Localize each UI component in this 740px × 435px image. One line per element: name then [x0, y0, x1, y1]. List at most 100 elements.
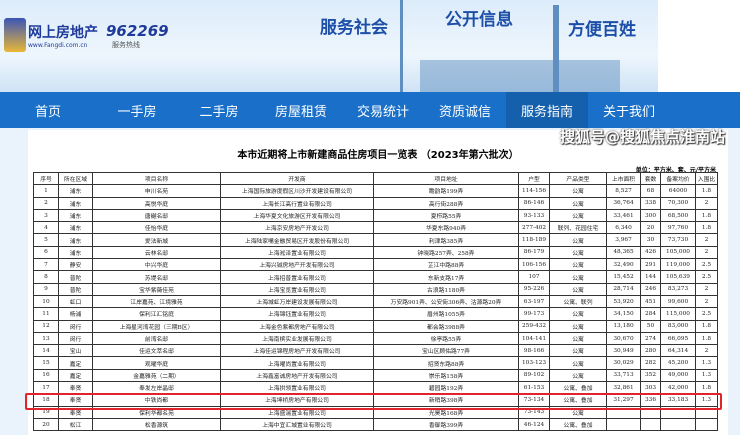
table-cell: 68,500 — [660, 208, 696, 223]
table-cell: 64,314 — [660, 344, 696, 358]
table-cell: 6 — [33, 245, 59, 260]
table-cell: 佳怡华庭 — [92, 221, 221, 235]
table-cell: 48,365 — [606, 245, 641, 260]
table-cell: 钟晓路257弄、258弄 — [373, 245, 519, 260]
logo-url: www.Fangdi.com.cn — [28, 42, 88, 49]
table-cell: 静安 — [58, 258, 93, 272]
nav-item[interactable]: 一手房 — [117, 104, 157, 120]
table-cell: 松江 — [58, 417, 93, 432]
logo-text[interactable]: 网上房地产 — [28, 25, 98, 41]
table-cell: 中兴华庭 — [92, 258, 221, 272]
nav-item[interactable]: 二手房 — [199, 104, 239, 120]
table-cell: 奉贤 — [58, 381, 93, 395]
table-cell: 公寓、联列 — [549, 294, 607, 309]
table-cell: 普陀 — [58, 282, 93, 296]
nav-item[interactable]: 服务指南 — [506, 92, 588, 128]
table-cell: 崇乐路158弄 — [373, 368, 519, 383]
table-cell: 上海中宜汇城置业有限公司 — [220, 417, 374, 432]
column-header: 项目地址 — [373, 171, 519, 186]
table-row: 14 宝山 佳运文萃名邸 上海佳运锦程房地产开发有限公司 宝山区顾佑路77弄 98-166… — [33, 344, 718, 358]
table-cell: 13,180 — [606, 319, 641, 333]
table-cell: 20 — [33, 417, 59, 432]
column-header: 备案均价 — [660, 171, 696, 186]
table-cell: 高悦华庭 — [92, 196, 221, 210]
table-cell: 86-146 — [518, 196, 550, 210]
table-cell: 高行街288弄 — [373, 196, 519, 210]
table-cell: 公寓、叠加 — [549, 417, 607, 432]
nav-item[interactable]: 房屋租赁 — [274, 104, 327, 120]
table-cell — [660, 417, 696, 432]
table-row: 7 静安 中兴华庭 上海兴铖房地产开发有限公司 芷江中路88弄 106-156 公寓 32,4… — [33, 258, 718, 272]
table-cell: 86-179 — [518, 245, 550, 260]
table-cell: 上海宝览置业有限公司 — [220, 282, 374, 296]
table-cell: 宝山 — [58, 344, 93, 358]
table-cell: 上海曜尚置业有限公司 — [220, 356, 374, 370]
table-cell: 10 — [33, 294, 59, 309]
table-cell: 89-102 — [518, 368, 550, 383]
table-cell: 64000 — [660, 184, 696, 198]
table-cell: 佳运文萃名邸 — [92, 344, 221, 358]
table-cell: 上海星河湾花园（三期B区） — [92, 319, 221, 333]
table-cell: 嘉定 — [58, 368, 93, 383]
table-cell: 浦东 — [58, 208, 93, 223]
table-cell: 公寓 — [549, 258, 607, 272]
table-title: 本市近期将上市新建商品住房项目一览表 （2023年第六批次） — [237, 150, 519, 161]
table-cell: 104-141 — [518, 331, 550, 346]
skyline-image — [420, 60, 620, 92]
table-cell: 都会路3988弄 — [373, 319, 519, 333]
column-header: 套数 — [640, 171, 661, 186]
table-cell: 1 — [33, 184, 59, 198]
column-header: 产品类型 — [549, 171, 607, 186]
column-header: 开发商 — [220, 171, 374, 186]
table-cell: 公寓 — [549, 331, 607, 346]
logo-icon[interactable] — [4, 18, 26, 52]
table-cell: 49,000 — [660, 368, 696, 383]
table-cell: 115,000 — [660, 307, 696, 321]
table-cell: 105,639 — [660, 270, 696, 284]
table-cell: 苏堤名邸 — [92, 270, 221, 284]
table-cell: 13 — [33, 331, 59, 346]
table-cell: 2 — [695, 282, 718, 296]
table-cell: 66,095 — [660, 331, 696, 346]
nav-item[interactable]: 资质诚信 — [438, 104, 491, 120]
nav-item[interactable]: 交易统计 — [356, 104, 409, 120]
table-cell: 碧园路192弄 — [373, 381, 519, 395]
table-cell: 爱法新城 — [92, 233, 221, 247]
table-cell: 15 — [33, 356, 59, 370]
table-cell: 前湾名邸 — [92, 331, 221, 346]
table-row: 10 虹口 江岸嘉苑、江境雅苑 上海城虹万岸建设发展有限公司 万安路901弄、公安街30… — [33, 294, 718, 309]
table-row: 3 浦东 唐樾名邸 上海华夏文化旅游区开发有限公司 夏栉路55弄 93-133 公寓 33,4… — [33, 208, 718, 223]
table-cell: 246 — [640, 282, 661, 296]
table-cell: 30 — [640, 233, 661, 247]
table-cell: 34,150 — [606, 307, 641, 321]
table-cell: 2.5 — [695, 258, 718, 272]
table-cell: 香御路399弄 — [373, 417, 519, 432]
table-cell: 公寓 — [549, 282, 607, 296]
table-cell: 1.3 — [695, 356, 718, 370]
header-banner: 网上房地产 www.Fangdi.com.cn 962269 服务热线 服务社会… — [0, 0, 740, 92]
table-cell: 53,920 — [606, 294, 641, 309]
table-cell: 金嘉雅苑（二期） — [92, 368, 221, 383]
table-cell: 公寓 — [549, 208, 607, 223]
table-cell: 61-153 — [518, 381, 550, 395]
table-cell: 公寓 — [549, 307, 607, 321]
table-row: 13 闵行 前湾名邸 上海南槟实业发展有限公司 徐亭路55弄 104-141 公寓 30,67… — [33, 331, 718, 346]
table-cell: 瞻韵路199弄 — [373, 184, 519, 198]
table-row: 8 普陀 苏堤名邸 上海招普置业有限公司 东新支路17弄 107 公寓 15,452 144 10… — [33, 270, 718, 284]
table-cell — [606, 417, 641, 432]
table-cell — [640, 417, 661, 432]
table-cell: 291 — [640, 258, 661, 272]
table-cell: 11 — [33, 307, 59, 321]
table-cell: 1.8 — [695, 221, 718, 235]
table-cell: 闵行 — [58, 331, 93, 346]
table-row: 4 浦东 佳怡华庭 上海京安房地产开发公司 华夏东路940弄 277-402 联列、花园住宅… — [33, 221, 718, 235]
table-cell: 公寓 — [549, 196, 607, 210]
table-cell: 2.5 — [695, 270, 718, 284]
nav-item[interactable]: 关于我们 — [602, 104, 655, 120]
table-cell: 宝山区顾佑路77弄 — [373, 344, 519, 358]
nav-item[interactable]: 首页 — [34, 104, 61, 120]
table-row: 2 浦东 高悦华庭 上海长江高行置业有限公司 高行街288弄 86-146 公寓 36,764… — [33, 196, 718, 210]
table-cell: 303 — [640, 381, 661, 395]
table-cell: 公寓、叠加 — [549, 381, 607, 395]
table-row: 18 奉贤 中铁尚都 上海坤桥房地产有限公司 新稍路398弄 73-134 公寓、叠加 31,… — [33, 393, 718, 407]
